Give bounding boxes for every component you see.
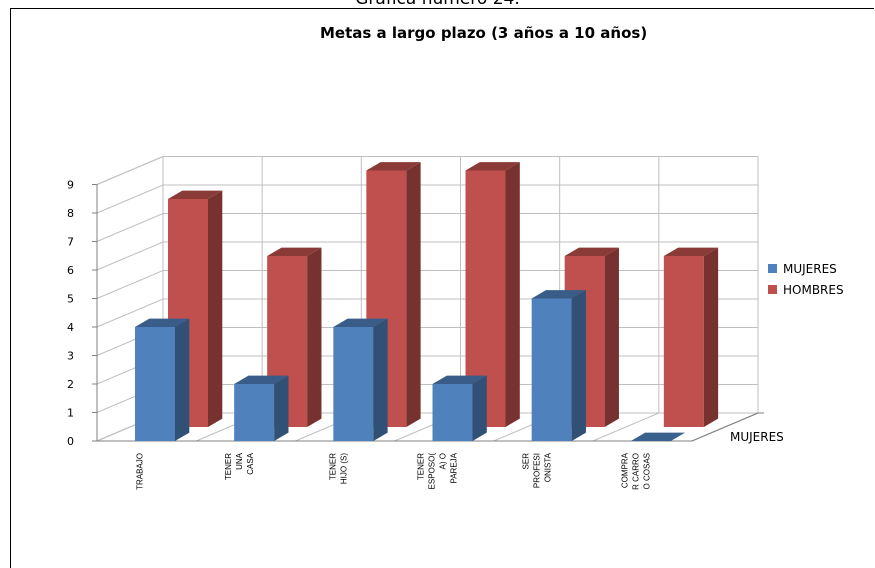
x-category-line: PAREJA (450, 452, 459, 483)
y-axis-ticks: 0 1 2 3 4 5 6 7 8 9 (67, 179, 97, 448)
x-category-label: TRABAJO (136, 453, 145, 490)
y-tick-label: 5 (67, 293, 74, 306)
bar-side-face (472, 375, 487, 441)
x-category-label: TENER ESPOSO(A) O PAREJA (417, 452, 459, 489)
bar-mujeres (234, 375, 289, 441)
chart-frame (10, 8, 874, 568)
chart-title: Metas a largo plazo (3 años a 10 años) (320, 24, 648, 42)
bar-front-face (333, 327, 374, 441)
y-tick-label: 4 (67, 321, 74, 334)
x-category-line: PROFESI (532, 453, 541, 488)
bar-hombres (663, 247, 719, 427)
x-category-line: TENER (417, 453, 426, 480)
x-category-line: TENER (224, 453, 233, 480)
bar-side-face (307, 247, 322, 427)
bar-top-face (564, 247, 619, 256)
x-category-line: CASA (246, 452, 255, 474)
x-category-line: R CARRO (631, 453, 640, 490)
bar-top-face (168, 190, 223, 199)
bar-front-face (663, 256, 704, 427)
bar-mujeres (630, 432, 686, 441)
bar-mujeres (531, 290, 586, 441)
x-category-line: TRABAJO (136, 453, 145, 490)
x-category-label: SER PROFESI ONISTA (521, 452, 552, 488)
bar-side-face (373, 318, 388, 441)
depth-axis-line (691, 412, 759, 442)
bar-front-face (432, 384, 473, 441)
x-category-label: TENER UNA CASA (224, 452, 255, 480)
x-category-line: ESPOSO( (428, 453, 437, 490)
bar-top-face (465, 162, 520, 171)
bar-mujeres (135, 318, 190, 441)
y-tick-label: 6 (67, 264, 74, 277)
bar-side-face (274, 375, 289, 441)
x-category-line: HIJO (S) (339, 453, 348, 484)
x-category-line: TENER (328, 453, 337, 480)
legend-label: HOMBRES (783, 283, 844, 297)
bar-top-face (663, 247, 719, 256)
y-tick-label: 1 (67, 407, 74, 420)
mujeres-bars (135, 290, 686, 441)
bar-front-face (234, 384, 275, 441)
x-category-line: COMPRA (620, 452, 629, 488)
x-category-line: SER (521, 453, 530, 470)
y-tick-label: 9 (67, 179, 74, 192)
page-caption: Grafica numero 24. (0, 0, 875, 9)
depth-axis: MUJERES (691, 412, 784, 444)
bar-top-face (234, 375, 289, 384)
x-axis-labels: TRABAJO TENER UNA CASA TENER HIJO (S) TENER ESP… (136, 452, 652, 490)
bar-floor-face (630, 432, 686, 441)
x-category-line: O COSAS (642, 453, 651, 489)
bar-side-face (703, 247, 719, 427)
bar-side-face (604, 247, 619, 427)
y-tick-label: 7 (67, 236, 74, 249)
y-tick-label: 0 (67, 435, 74, 448)
bar-side-face (571, 290, 586, 441)
legend-swatch (768, 264, 777, 273)
bar-top-face (333, 318, 388, 327)
x-category-line: ONISTA (543, 452, 552, 482)
bar-side-face (208, 190, 223, 427)
bar-side-face (406, 162, 421, 427)
bar-side-face (505, 162, 520, 427)
bar-mujeres (432, 375, 487, 441)
y-tick-label: 3 (67, 350, 74, 363)
x-category-label: TENER HIJO (S) (328, 453, 348, 484)
bar-top-face (432, 375, 487, 384)
x-category-line: UNA (235, 452, 244, 470)
depth-axis-label: MUJERES (730, 430, 784, 444)
bar-top-face (366, 162, 421, 171)
y-tick-label: 2 (67, 378, 74, 391)
y-tick-label: 8 (67, 207, 74, 220)
bar-top-face (267, 247, 322, 256)
x-category-label: COMPRA R CARRO O COSAS (620, 452, 651, 490)
legend-label: MUJERES (783, 262, 837, 276)
legend: MUJERES HOMBRES (768, 262, 844, 297)
bar-mujeres (333, 318, 388, 441)
bar-top-face (135, 318, 190, 327)
bar-front-face (135, 327, 175, 441)
bar-front-face (531, 298, 572, 441)
floor-divider (592, 412, 660, 442)
x-category-line: A) O (439, 453, 448, 469)
bar-side-face (175, 318, 190, 441)
legend-swatch (768, 285, 777, 294)
bar-top-face (531, 290, 586, 299)
